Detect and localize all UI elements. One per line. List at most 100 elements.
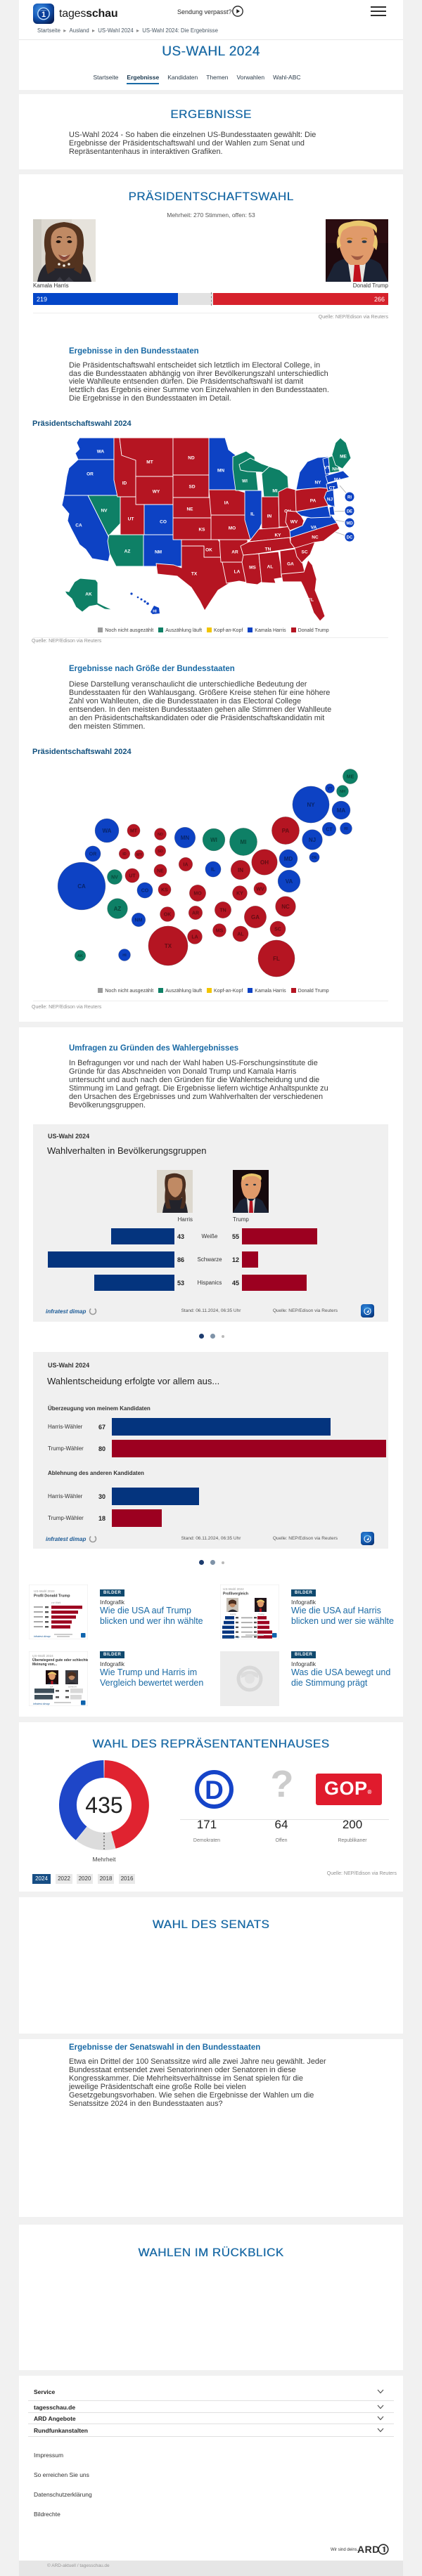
svg-text:OR: OR <box>87 472 94 477</box>
svg-text:NC: NC <box>312 535 319 540</box>
svg-text:AZ: AZ <box>114 906 122 912</box>
svg-text:NJ: NJ <box>327 497 333 502</box>
svg-text:CA: CA <box>75 523 82 528</box>
svg-text:PA: PA <box>282 828 290 834</box>
svg-text:DC: DC <box>347 535 353 540</box>
svg-text:ME: ME <box>347 775 354 780</box>
svg-text:ND: ND <box>158 833 163 837</box>
svg-text:LA: LA <box>234 570 241 575</box>
svg-text:NH: NH <box>340 790 345 794</box>
svg-text:MS: MS <box>249 566 256 571</box>
svg-text:IL: IL <box>250 512 255 517</box>
svg-text:KY: KY <box>274 533 281 538</box>
svg-text:GA: GA <box>251 914 260 921</box>
svg-text:Meinung von...: Meinung von... <box>32 1663 58 1667</box>
svg-text:LA: LA <box>191 935 198 940</box>
svg-text:AR: AR <box>192 911 199 916</box>
svg-text:ND: ND <box>188 456 195 461</box>
svg-text:Profilvergleich: Profilvergleich <box>223 1592 248 1596</box>
svg-text:AZ: AZ <box>124 549 131 554</box>
svg-text:NY: NY <box>314 481 321 486</box>
svg-text:Trump: Trump <box>258 1613 264 1616</box>
svg-text:435: 435 <box>85 1793 122 1818</box>
svg-text:CA: CA <box>77 883 86 890</box>
svg-text:CT: CT <box>326 828 333 833</box>
svg-text:RI: RI <box>344 827 348 831</box>
svg-text:TX: TX <box>165 943 172 949</box>
svg-text:MN: MN <box>217 469 224 474</box>
svg-text:NV: NV <box>101 509 108 514</box>
svg-text:MD: MD <box>346 521 353 526</box>
svg-text:WI: WI <box>242 479 248 484</box>
svg-text:MI: MI <box>272 489 277 494</box>
svg-text:infratest dimap: infratest dimap <box>223 1636 240 1639</box>
svg-text:MO: MO <box>229 526 236 531</box>
svg-text:WI: WI <box>210 837 217 843</box>
svg-text:infratest dimap: infratest dimap <box>33 1703 50 1705</box>
svg-text:MS: MS <box>216 929 224 934</box>
svg-text:VA: VA <box>286 878 293 885</box>
svg-text:AR: AR <box>231 550 238 555</box>
svg-text:AL: AL <box>237 932 244 937</box>
svg-text:CO: CO <box>141 889 149 894</box>
svg-text:schlecht: schlecht <box>68 1686 77 1689</box>
svg-text:OH: OH <box>260 859 269 866</box>
svg-text:NJ: NJ <box>309 837 316 843</box>
svg-text:AK: AK <box>77 954 83 958</box>
svg-text:NH: NH <box>332 467 339 472</box>
svg-text:AL: AL <box>267 565 274 570</box>
svg-text:Profil Donald Trump: Profil Donald Trump <box>34 1594 70 1599</box>
svg-text:NE: NE <box>157 869 164 874</box>
svg-text:OR: OR <box>89 852 97 857</box>
svg-text:D: D <box>205 1776 224 1804</box>
svg-text:DE: DE <box>347 509 352 514</box>
svg-text:NM: NM <box>155 550 162 555</box>
svg-text:IA: IA <box>184 863 188 868</box>
svg-text:CT: CT <box>329 486 335 491</box>
svg-text:US-Wahl 2024: US-Wahl 2024 <box>223 1587 244 1591</box>
svg-text:VT: VT <box>327 787 333 791</box>
svg-text:MO: MO <box>193 892 202 897</box>
svg-text:UT: UT <box>128 517 134 522</box>
svg-text:DE: DE <box>312 856 317 860</box>
svg-text:ID: ID <box>122 481 127 486</box>
svg-text:US-Wahl 2024: US-Wahl 2024 <box>32 1654 53 1658</box>
svg-text:FL: FL <box>273 956 280 962</box>
svg-text:FL: FL <box>308 598 314 603</box>
svg-text:IL: IL <box>211 868 216 873</box>
svg-text:TX: TX <box>191 572 198 577</box>
svg-text:IN: IN <box>238 867 243 873</box>
svg-text:SD: SD <box>158 850 163 854</box>
svg-text:WV: WV <box>290 520 298 525</box>
svg-text:KY: KY <box>236 892 243 897</box>
svg-text:MI: MI <box>241 839 247 845</box>
svg-text:TN: TN <box>265 547 271 552</box>
svg-text:MD: MD <box>284 856 293 862</box>
svg-text:NY: NY <box>307 802 315 808</box>
svg-text:WA: WA <box>97 450 105 455</box>
svg-text:MT: MT <box>130 829 138 834</box>
svg-text:TN: TN <box>219 909 226 913</box>
svg-text:Überwiegend gute oder schlecht: Überwiegend gute oder schlechte <box>32 1658 88 1663</box>
svg-text:VA: VA <box>311 526 317 531</box>
svg-text:IA: IA <box>224 501 229 506</box>
svg-text:WY: WY <box>136 853 143 857</box>
svg-text:IN: IN <box>267 514 272 519</box>
svg-text:Harris: Harris <box>230 1613 236 1616</box>
svg-text:WA: WA <box>103 828 112 834</box>
svg-text:NM: NM <box>135 918 143 923</box>
svg-text:NV: NV <box>111 876 118 880</box>
svg-text:ME: ME <box>340 455 347 460</box>
svg-text:VT: VT <box>324 466 330 471</box>
svg-text:AK: AK <box>85 592 92 597</box>
svg-text:MA: MA <box>337 807 346 814</box>
svg-text:NC: NC <box>281 904 290 910</box>
svg-text:Mehrheit: Mehrheit <box>92 1856 116 1863</box>
svg-text:zur Wahl: zur Wahl <box>51 1601 60 1604</box>
svg-text:KS: KS <box>161 888 168 893</box>
svg-text:ID: ID <box>122 852 127 857</box>
svg-text:1: 1 <box>41 11 46 19</box>
svg-text:US-Wahl 2024: US-Wahl 2024 <box>34 1589 55 1593</box>
svg-text:RI: RI <box>347 495 352 500</box>
svg-text:infratest dimap: infratest dimap <box>34 1635 51 1638</box>
